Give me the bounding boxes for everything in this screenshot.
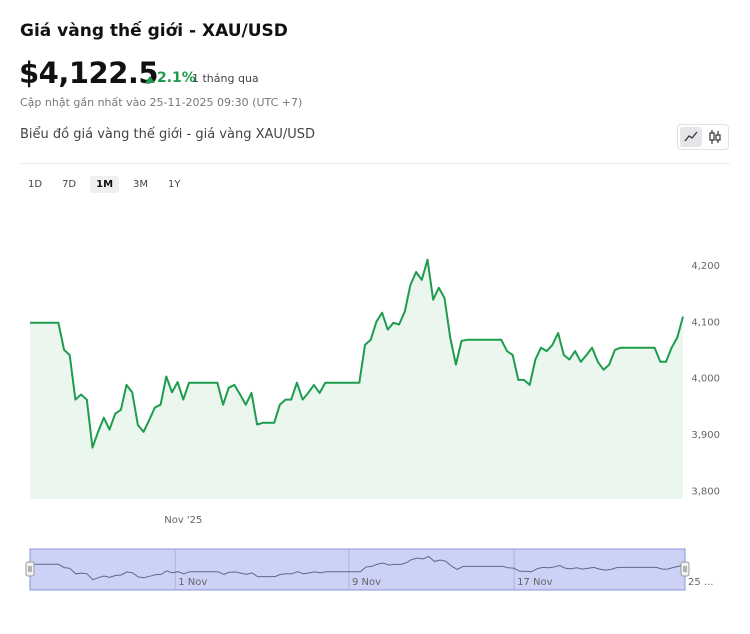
y-tick-label: 4,000 — [691, 374, 720, 385]
navigator-tick-label: 9 Nov — [352, 577, 381, 588]
chart-type-toggle — [677, 124, 729, 150]
divider — [20, 163, 730, 164]
page-title: Giá vàng thế giới - XAU/USD — [20, 21, 288, 41]
navigator-tick-label: 25 ... — [688, 577, 713, 588]
updated-time: Cập nhật gần nhất vào 25-11-2025 09:30 (… — [20, 96, 303, 109]
navigator-tick-label: 1 Nov — [178, 577, 207, 588]
up-arrow — [145, 76, 155, 83]
y-tick-label: 4,100 — [691, 317, 720, 328]
navigator-line — [30, 555, 686, 581]
range-tab[interactable]: 7D — [62, 179, 77, 190]
range-tabs: 1D 7D 1M 3M 1Y — [22, 176, 187, 193]
toggle-icons — [680, 127, 721, 147]
y-tick-label: 3,800 — [691, 487, 720, 498]
y-tick-label: 4,200 — [691, 261, 720, 272]
range-tab[interactable]: 1Y — [168, 179, 181, 190]
navigator-handle[interactable] — [25, 561, 35, 577]
chart-title: Biểu đồ giá vàng thế giới - giá vàng XAU… — [20, 127, 316, 142]
range-tab[interactable]: 1D — [28, 179, 43, 190]
price: $4,122.5 — [19, 56, 159, 90]
range-tab[interactable]: 1M — [90, 176, 120, 193]
price-line — [30, 258, 684, 449]
navigator-handle[interactable] — [680, 561, 690, 577]
price-change: 2.1% — [157, 70, 196, 86]
line-icon — [684, 131, 698, 142]
range-tab[interactable]: 3M — [133, 179, 149, 190]
change-period: 1 tháng qua — [192, 72, 259, 85]
navigator-tick-label: 17 Nov — [517, 577, 553, 588]
x-tick-label: Nov '25 — [164, 515, 202, 526]
candle-mode-button[interactable] — [709, 130, 721, 144]
y-tick-label: 3,900 — [691, 430, 720, 441]
area — [30, 259, 683, 499]
